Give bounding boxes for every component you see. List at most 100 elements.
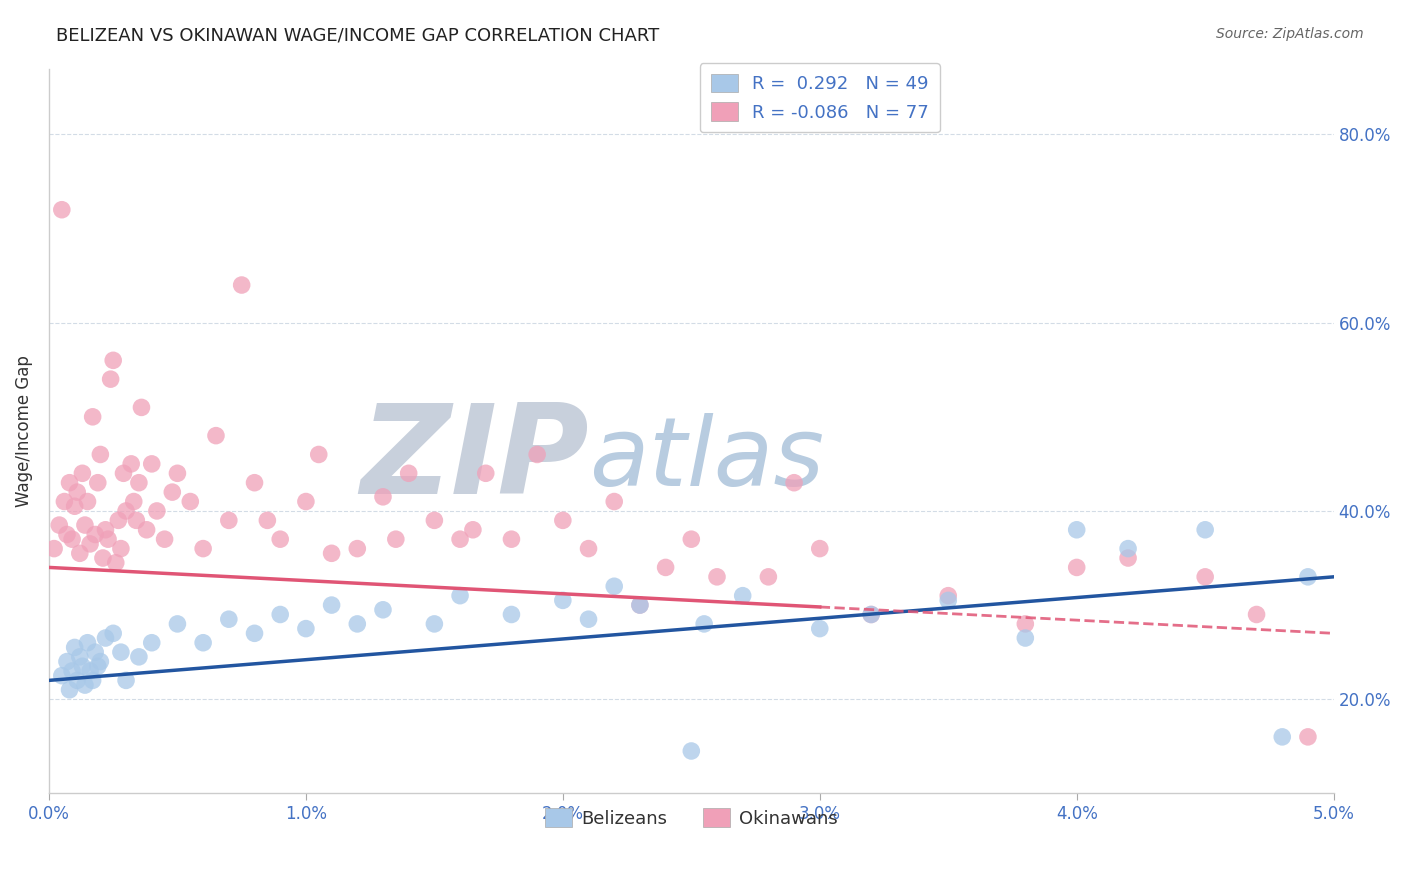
Point [501, 532, 523, 546]
Point [860, 607, 883, 622]
Point [51, 202, 73, 217]
Point [1066, 560, 1088, 574]
Point [110, 541, 132, 556]
Point [783, 475, 806, 490]
Point [1271, 730, 1294, 744]
Point [681, 532, 703, 546]
Point [51, 668, 73, 682]
Point [693, 616, 716, 631]
Point [122, 494, 145, 508]
Point [69, 649, 91, 664]
Point [603, 579, 626, 593]
Point [84, 645, 107, 659]
Point [423, 513, 446, 527]
Point [72, 659, 94, 673]
Point [1246, 607, 1268, 622]
Point [628, 598, 651, 612]
Point [526, 447, 548, 461]
Point [153, 532, 176, 546]
Point [706, 570, 728, 584]
Point [63, 640, 86, 655]
Point [731, 589, 754, 603]
Point [58, 475, 80, 490]
Point [76, 636, 98, 650]
Text: ZIP: ZIP [360, 400, 589, 520]
Point [97, 532, 120, 546]
Point [449, 532, 471, 546]
Point [256, 513, 278, 527]
Point [231, 278, 253, 293]
Y-axis label: Wage/Income Gap: Wage/Income Gap [15, 355, 32, 507]
Text: BELIZEAN VS OKINAWAN WAGE/INCOME GAP CORRELATION CHART: BELIZEAN VS OKINAWAN WAGE/INCOME GAP COR… [56, 27, 659, 45]
Point [269, 532, 291, 546]
Point [385, 532, 408, 546]
Point [60, 532, 83, 546]
Point [808, 541, 831, 556]
Point [603, 494, 626, 508]
Point [269, 607, 291, 622]
Point [141, 457, 163, 471]
Point [107, 513, 129, 527]
Point [808, 622, 831, 636]
Point [191, 541, 214, 556]
Point [94, 631, 117, 645]
Point [1296, 570, 1319, 584]
Point [104, 556, 127, 570]
Point [449, 589, 471, 603]
Text: Source: ZipAtlas.com: Source: ZipAtlas.com [1216, 27, 1364, 41]
Point [89, 447, 111, 461]
Point [56, 527, 79, 541]
Point [60, 664, 83, 678]
Point [295, 494, 318, 508]
Point [551, 593, 574, 607]
Point [681, 744, 703, 758]
Legend: Belizeans, Okinawans: Belizeans, Okinawans [537, 801, 845, 835]
Point [758, 570, 780, 584]
Point [91, 551, 114, 566]
Point [1194, 523, 1216, 537]
Point [141, 636, 163, 650]
Point [578, 541, 600, 556]
Point [72, 467, 94, 481]
Point [321, 598, 343, 612]
Point [1066, 523, 1088, 537]
Point [63, 500, 86, 514]
Point [578, 612, 600, 626]
Point [461, 523, 484, 537]
Point [1116, 551, 1139, 566]
Point [103, 353, 125, 368]
Point [73, 518, 96, 533]
Point [48, 518, 70, 533]
Point [131, 401, 153, 415]
Point [166, 616, 188, 631]
Point [474, 467, 496, 481]
Point [162, 485, 184, 500]
Point [79, 664, 101, 678]
Point [371, 603, 394, 617]
Point [218, 513, 240, 527]
Point [56, 655, 79, 669]
Point [42, 541, 65, 556]
Point [66, 485, 89, 500]
Point [69, 546, 91, 560]
Point [89, 655, 111, 669]
Point [73, 678, 96, 692]
Point [125, 513, 148, 527]
Point [179, 494, 201, 508]
Point [1014, 631, 1036, 645]
Point [191, 636, 214, 650]
Point [58, 682, 80, 697]
Point [146, 504, 169, 518]
Point [166, 467, 188, 481]
Point [321, 546, 343, 560]
Point [501, 607, 523, 622]
Point [243, 626, 266, 640]
Point [87, 659, 110, 673]
Point [79, 537, 101, 551]
Point [1194, 570, 1216, 584]
Point [936, 589, 959, 603]
Point [371, 490, 394, 504]
Point [1014, 616, 1036, 631]
Point [551, 513, 574, 527]
Point [115, 673, 138, 688]
